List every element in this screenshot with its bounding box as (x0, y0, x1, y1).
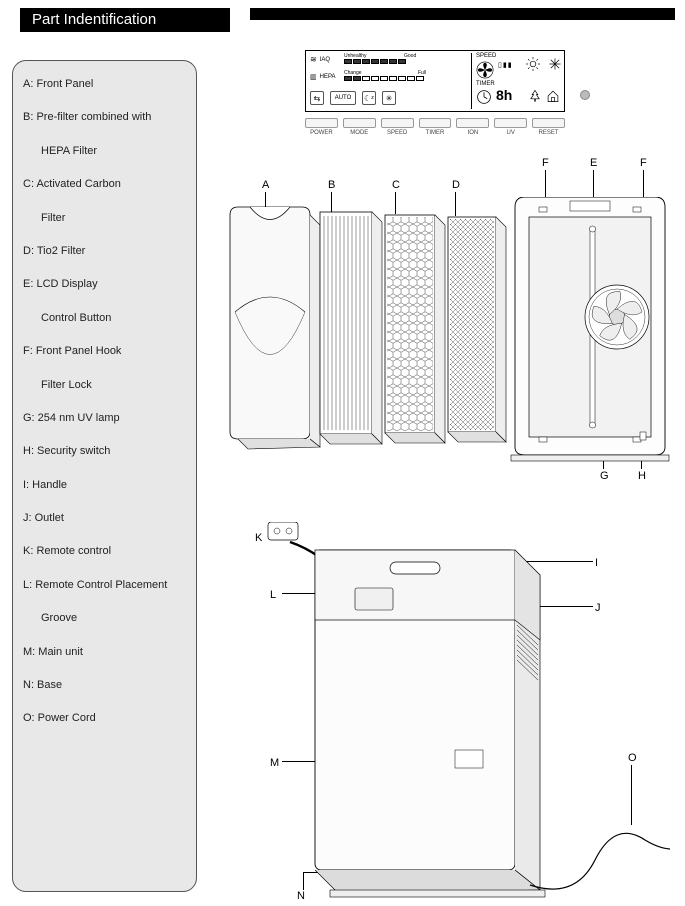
hepa-bar (344, 76, 425, 83)
header-rule (250, 8, 675, 20)
hepa-label: HEPA (320, 74, 336, 80)
button-label: TIMER (419, 130, 452, 136)
uv-icon: ✳ (382, 91, 396, 105)
fan-icon (476, 61, 494, 81)
callout-c: C (392, 179, 400, 191)
control-buttons (305, 118, 565, 128)
part-item: N: Base (23, 678, 186, 693)
iaq-icon: ≋ (310, 55, 317, 64)
button-label: MODE (343, 130, 376, 136)
hepa-icon: ▥ (310, 73, 317, 81)
button-label: UV (494, 130, 527, 136)
speed-button[interactable] (381, 118, 414, 128)
part-item: E: LCD Display (23, 277, 186, 292)
callout-a: A (262, 179, 269, 191)
header-bar: Part Indentification (0, 8, 685, 32)
ion-icon: ⇆ (310, 91, 324, 105)
clock-icon (476, 89, 492, 107)
exploded-view: A B C D F E F G H (220, 157, 675, 487)
mode-button[interactable] (343, 118, 376, 128)
parts-legend: A: Front Panel B: Pre-filter combined wit… (12, 60, 197, 892)
lcd-display: ≋ IAQ Unhealthy Good ▥ HEPA Change Full … (305, 50, 565, 112)
sun-icon (526, 57, 540, 73)
part-item: A: Front Panel (23, 77, 186, 92)
exploded-svg (220, 197, 675, 477)
ion-button[interactable] (456, 118, 489, 128)
part-item: D: Tio2 Filter (23, 244, 186, 259)
iaq-label: IAQ (320, 57, 330, 63)
part-item: B: Pre-filter combined with (23, 110, 186, 125)
control-labels: POWER MODE SPEED TIMER ION UV RESET (305, 130, 565, 136)
part-item-sub: Control Button (41, 311, 186, 326)
rear-view: K L M N I J O (210, 502, 680, 902)
uv-button[interactable] (494, 118, 527, 128)
reset-button[interactable] (532, 118, 565, 128)
led-indicator (580, 90, 590, 100)
timer-label: TIMER (476, 81, 495, 87)
button-label: RESET (532, 130, 565, 136)
page-title: Part Indentification (20, 8, 230, 32)
button-label: SPEED (381, 130, 414, 136)
part-item: J: Outlet (23, 511, 186, 526)
timer-button[interactable] (419, 118, 452, 128)
callout-f2: F (640, 157, 647, 169)
part-item: K: Remote control (23, 544, 186, 559)
tree-icon (528, 89, 542, 105)
control-panel: ≋ IAQ Unhealthy Good ▥ HEPA Change Full … (305, 50, 565, 136)
timer-value: 8h (496, 87, 512, 103)
sleep-icon: ☾ᶻ (362, 91, 376, 105)
button-label: ION (456, 130, 489, 136)
part-item-sub: Groove (41, 611, 186, 626)
iaq-bar (344, 59, 407, 66)
callout-b: B (328, 179, 335, 191)
callout-e: E (590, 157, 597, 169)
part-item-sub: HEPA Filter (41, 144, 186, 159)
part-item: F: Front Panel Hook (23, 344, 186, 359)
speed-bars: ▯▮▮ (498, 61, 513, 69)
power-button[interactable] (305, 118, 338, 128)
button-label: POWER (305, 130, 338, 136)
part-item: M: Main unit (23, 645, 186, 660)
part-item: I: Handle (23, 478, 186, 493)
part-item: H: Security switch (23, 444, 186, 459)
part-item-sub: Filter (41, 211, 186, 226)
part-item: L: Remote Control Placement (23, 578, 186, 593)
speed-label: SPEED (476, 53, 496, 59)
auto-icon: AUTO (330, 91, 356, 105)
snow-icon (548, 57, 562, 73)
part-item: C: Activated Carbon (23, 177, 186, 192)
callout-f1: F (542, 157, 549, 169)
part-item-sub: Filter Lock (41, 378, 186, 393)
callout-d: D (452, 179, 460, 191)
house-icon (546, 89, 560, 105)
diagram-area: ≋ IAQ Unhealthy Good ▥ HEPA Change Full … (210, 42, 680, 902)
part-item: O: Power Cord (23, 711, 186, 726)
rear-svg (250, 522, 670, 902)
part-item: G: 254 nm UV lamp (23, 411, 186, 426)
